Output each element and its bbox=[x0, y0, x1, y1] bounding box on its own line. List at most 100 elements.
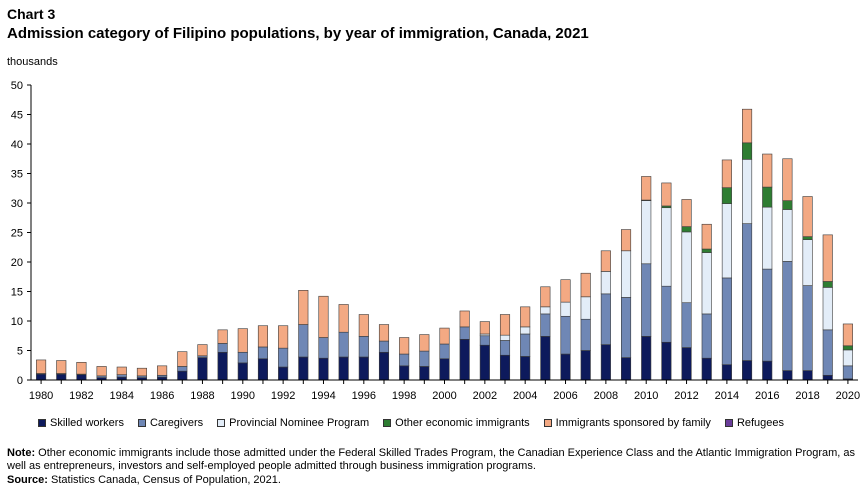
bar-segment bbox=[479, 344, 490, 381]
legend-item: Provincial Nominee Program bbox=[217, 417, 369, 429]
bar-segment bbox=[358, 336, 369, 358]
bar-segment bbox=[620, 229, 632, 252]
bar-segment bbox=[580, 272, 591, 298]
bar-segment bbox=[802, 285, 813, 371]
bar-segment bbox=[762, 360, 773, 381]
bar-segment bbox=[701, 313, 712, 359]
bar-segment bbox=[701, 248, 712, 253]
bar-segment bbox=[721, 364, 732, 381]
x-tick-label: 1994 bbox=[311, 390, 335, 402]
source-text: Statistics Canada, Census of Population,… bbox=[51, 474, 281, 486]
legend: Skilled workers Caregivers Provincial Nomi… bbox=[38, 417, 784, 429]
source-label: Source: bbox=[7, 474, 48, 486]
x-tick-label: 1990 bbox=[231, 390, 255, 402]
x-tick-label: 2004 bbox=[513, 390, 537, 402]
bar-segment bbox=[257, 358, 269, 381]
x-tick-label: 2002 bbox=[473, 390, 497, 402]
legend-item: Other economic immigrants bbox=[383, 417, 530, 429]
bar-segment bbox=[661, 341, 672, 381]
bar-segment bbox=[742, 360, 753, 381]
bar-segment bbox=[399, 353, 410, 367]
bar-segment bbox=[600, 344, 611, 381]
bar-segment bbox=[721, 203, 732, 279]
bar-segment bbox=[721, 187, 732, 204]
bar-segment bbox=[197, 357, 208, 381]
bar-segment bbox=[298, 324, 309, 358]
y-tick-label: 0 bbox=[17, 375, 23, 387]
bar-segment bbox=[560, 315, 571, 355]
bar-segment bbox=[540, 306, 551, 315]
bar-segment bbox=[681, 302, 692, 348]
bar-segment bbox=[257, 346, 269, 360]
bar-segment bbox=[439, 358, 450, 381]
bar-segment bbox=[56, 360, 67, 374]
bar-segment bbox=[318, 357, 329, 381]
bar-segment bbox=[600, 250, 611, 272]
bar-segment bbox=[36, 373, 47, 381]
y-tick-label: 15 bbox=[11, 287, 23, 299]
bar-segment bbox=[742, 223, 753, 361]
bar-segment bbox=[620, 357, 632, 381]
bar-segment bbox=[721, 159, 732, 188]
y-tick-label: 20 bbox=[11, 257, 23, 269]
chart-note: Note: Other economic immigrants include … bbox=[7, 447, 857, 473]
chart-source: Source: Statistics Canada, Census of Pop… bbox=[7, 474, 281, 486]
bar-segment bbox=[499, 314, 511, 336]
bar-segment bbox=[641, 263, 652, 337]
legend-item: Refugees bbox=[724, 417, 784, 429]
x-tick-label: 2000 bbox=[432, 390, 456, 402]
bar-segment bbox=[540, 336, 551, 381]
bar-segment bbox=[459, 310, 470, 328]
legend-swatch bbox=[724, 419, 733, 427]
bar-segment bbox=[681, 231, 692, 304]
note-text: Other economic immigrants include those … bbox=[7, 447, 856, 472]
bar-segment bbox=[318, 337, 329, 359]
bar-segment bbox=[399, 337, 410, 355]
bar-segment bbox=[257, 325, 269, 348]
bar-segment bbox=[782, 200, 793, 210]
x-tick-label: 1988 bbox=[190, 390, 214, 402]
bar-segment bbox=[822, 374, 833, 381]
bar-segment bbox=[378, 340, 390, 353]
bar-segment bbox=[439, 343, 450, 360]
x-axis: 1980 1982 1984 1986 1988 1990 1992 1994 1996 1998… bbox=[29, 379, 860, 402]
x-tick-label: 2008 bbox=[594, 390, 618, 402]
legend-swatch bbox=[137, 419, 146, 427]
y-axis-units: thousands bbox=[7, 56, 58, 68]
bar-segment bbox=[842, 349, 853, 367]
legend-label: Skilled workers bbox=[50, 417, 124, 429]
x-tick-label: 1996 bbox=[352, 390, 376, 402]
chart-number: Chart 3 bbox=[7, 6, 56, 22]
bar-segment bbox=[701, 252, 712, 315]
bar-segment bbox=[520, 356, 531, 381]
bar-segment bbox=[681, 347, 692, 381]
bar-segment bbox=[96, 366, 107, 377]
bar-segment bbox=[540, 286, 551, 308]
bar-segment bbox=[298, 356, 309, 381]
bar-segment bbox=[116, 366, 127, 375]
bar-segment bbox=[641, 200, 652, 265]
bar-segment bbox=[620, 250, 632, 298]
legend-label: Provincial Nominee Program bbox=[229, 417, 370, 429]
y-tick-label: 5 bbox=[17, 346, 23, 358]
x-tick-label: 2018 bbox=[795, 390, 819, 402]
x-tick-label: 2010 bbox=[634, 390, 658, 402]
bar-segment bbox=[278, 347, 289, 368]
bar-segment bbox=[742, 142, 753, 160]
bar-segment bbox=[459, 326, 470, 340]
bar-segment bbox=[76, 374, 87, 381]
bar-segment bbox=[358, 314, 369, 337]
bar-segment bbox=[802, 196, 813, 237]
bar-segment bbox=[560, 353, 571, 381]
y-tick-label: 45 bbox=[11, 110, 23, 122]
bar-segment bbox=[641, 176, 652, 201]
bar-segment bbox=[378, 351, 390, 381]
bar-segment bbox=[560, 301, 571, 317]
legend-item: Skilled workers bbox=[38, 417, 124, 429]
bar-segment bbox=[278, 325, 289, 349]
bar-segment bbox=[499, 334, 511, 341]
bar-segment bbox=[177, 370, 188, 381]
legend-item: Immigrants sponsored by family bbox=[543, 417, 711, 429]
bar-segment bbox=[802, 236, 813, 240]
bar-segment bbox=[136, 367, 147, 377]
